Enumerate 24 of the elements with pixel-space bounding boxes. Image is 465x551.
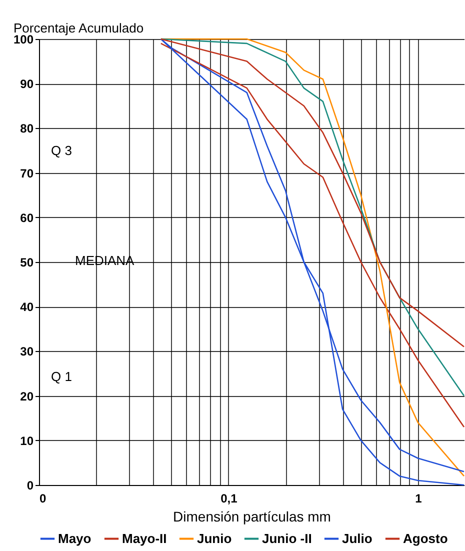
x-tick-label: 1 — [415, 492, 422, 506]
y-tick-label: 30 — [20, 344, 34, 359]
y-tick-label: 90 — [20, 77, 34, 92]
legend-label: Julio — [342, 530, 372, 546]
y-tick-label: 100 — [13, 32, 34, 46]
y-tick-label: 20 — [20, 389, 34, 404]
y-tick-label: 0 — [26, 478, 34, 492]
annotation: Q 3 — [51, 143, 72, 158]
annotation: Q 1 — [51, 369, 72, 384]
legend-label: Mayo-II — [122, 530, 167, 546]
y-tick-label: 40 — [20, 300, 34, 314]
x-axis-title: Dimensión partículas mm — [173, 508, 331, 524]
y-tick-label: 60 — [20, 210, 34, 225]
legend-label: Mayo — [58, 530, 92, 546]
legend-label: Junio — [197, 530, 232, 546]
legend-label: Agosto — [403, 530, 448, 546]
y-axis-title: Porcentaje Acumulado — [14, 20, 144, 36]
x-tick-label: 0 — [40, 492, 46, 506]
legend-label: Junio -II — [262, 530, 312, 546]
y-tick-label: 80 — [20, 122, 34, 136]
y-tick-label: 10 — [20, 434, 34, 448]
y-tick-label: 50 — [20, 256, 34, 270]
x-tick-label: 0,1 — [220, 492, 238, 506]
y-tick-label: 70 — [20, 166, 34, 180]
